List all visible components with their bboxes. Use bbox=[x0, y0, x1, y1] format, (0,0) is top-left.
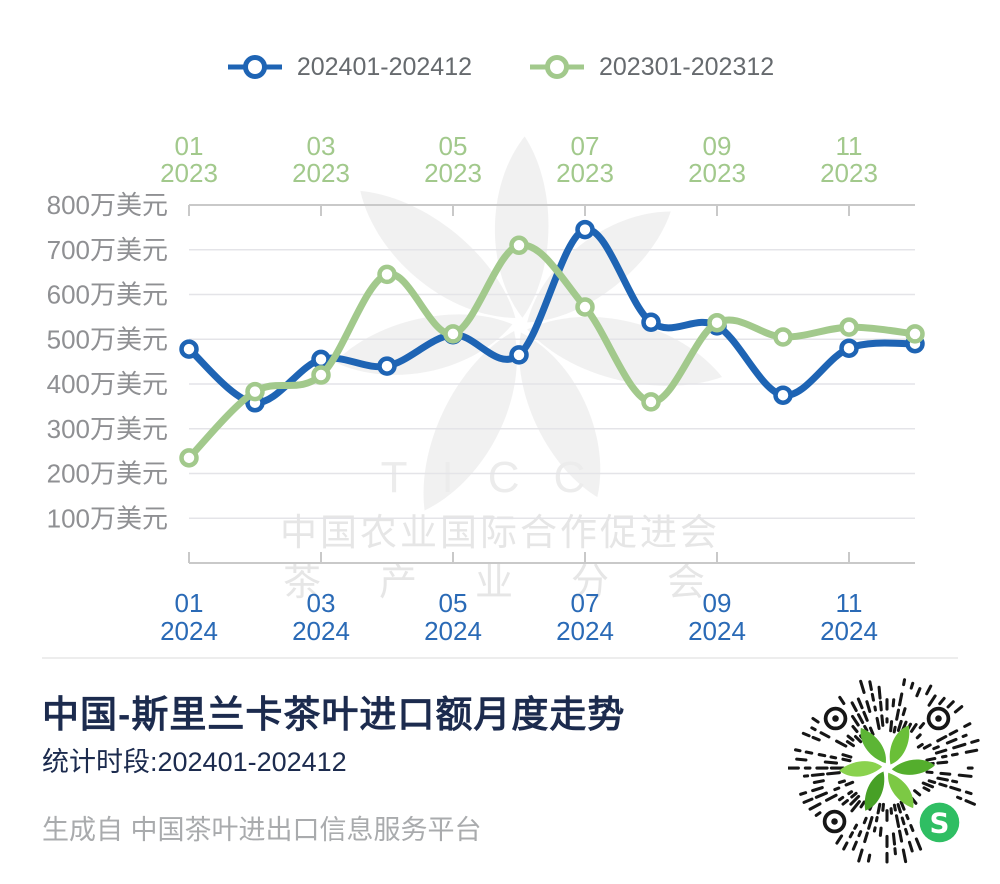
svg-text:2024: 2024 bbox=[688, 616, 746, 646]
chart-area: TICC 中国农业国际合作促进会 茶产业分会 100万美元 200万美元 300万美元 40… bbox=[47, 131, 925, 646]
legend-label-2024: 202401-202412 bbox=[296, 52, 472, 81]
svg-text:2023: 2023 bbox=[160, 158, 218, 188]
svg-text:400万美元: 400万美元 bbox=[47, 369, 168, 399]
svg-text:01: 01 bbox=[175, 131, 204, 161]
svg-text:11: 11 bbox=[836, 588, 863, 618]
svg-text:09: 09 bbox=[703, 131, 732, 161]
svg-text:01: 01 bbox=[175, 588, 204, 618]
svg-text:100万美元: 100万美元 bbox=[47, 503, 168, 533]
line-marker-icon bbox=[530, 55, 584, 79]
svg-text:600万美元: 600万美元 bbox=[47, 280, 168, 310]
svg-text:05: 05 bbox=[439, 588, 468, 618]
qr-code: S bbox=[786, 672, 986, 870]
svg-text:03: 03 bbox=[307, 588, 336, 618]
svg-text:800万美元: 800万美元 bbox=[47, 190, 168, 220]
svg-text:2023: 2023 bbox=[556, 158, 614, 188]
stat-period: 统计时段:202401-202412 bbox=[42, 747, 347, 777]
svg-text:700万美元: 700万美元 bbox=[47, 235, 168, 265]
svg-text:2023: 2023 bbox=[292, 158, 350, 188]
svg-text:200万美元: 200万美元 bbox=[47, 459, 168, 489]
tea-leaf-logo bbox=[839, 725, 935, 811]
svg-text:07: 07 bbox=[571, 588, 600, 618]
legend-item-2023: 202301-202312 bbox=[528, 52, 774, 82]
svg-text:300万美元: 300万美元 bbox=[47, 414, 168, 444]
page-title: 中国-斯里兰卡茶叶进口额月度走势 bbox=[42, 694, 626, 735]
svg-text:03: 03 bbox=[307, 131, 336, 161]
svg-text:11: 11 bbox=[836, 131, 863, 161]
svg-text:500万美元: 500万美元 bbox=[47, 324, 168, 354]
miniprogram-qr-icon: S bbox=[786, 678, 980, 864]
svg-text:2024: 2024 bbox=[820, 616, 878, 646]
svg-text:2024: 2024 bbox=[160, 616, 218, 646]
svg-text:2024: 2024 bbox=[556, 616, 614, 646]
legend-item-2024: 202401-202412 bbox=[226, 52, 472, 82]
svg-text:05: 05 bbox=[439, 131, 468, 161]
source-caption: 生成自 中国茶叶进出口信息服务平台 bbox=[42, 815, 482, 845]
svg-text:2023: 2023 bbox=[820, 158, 878, 188]
line-marker-icon bbox=[227, 55, 282, 79]
chart-legend: 202401-202412 202301-202312 bbox=[0, 52, 1000, 82]
svg-text:2023: 2023 bbox=[688, 158, 746, 188]
svg-text:2024: 2024 bbox=[424, 616, 482, 646]
section-divider bbox=[42, 657, 958, 659]
miniprogram-s-glyph: S bbox=[929, 806, 949, 839]
svg-text:TICC: TICC bbox=[381, 453, 620, 502]
svg-text:2024: 2024 bbox=[292, 616, 350, 646]
legend-label-2023: 202301-202312 bbox=[599, 52, 775, 81]
svg-text:2023: 2023 bbox=[424, 158, 482, 188]
svg-text:07: 07 bbox=[571, 131, 600, 161]
svg-text:09: 09 bbox=[703, 588, 732, 618]
svg-text:茶产业分会: 茶产业分会 bbox=[283, 562, 763, 604]
